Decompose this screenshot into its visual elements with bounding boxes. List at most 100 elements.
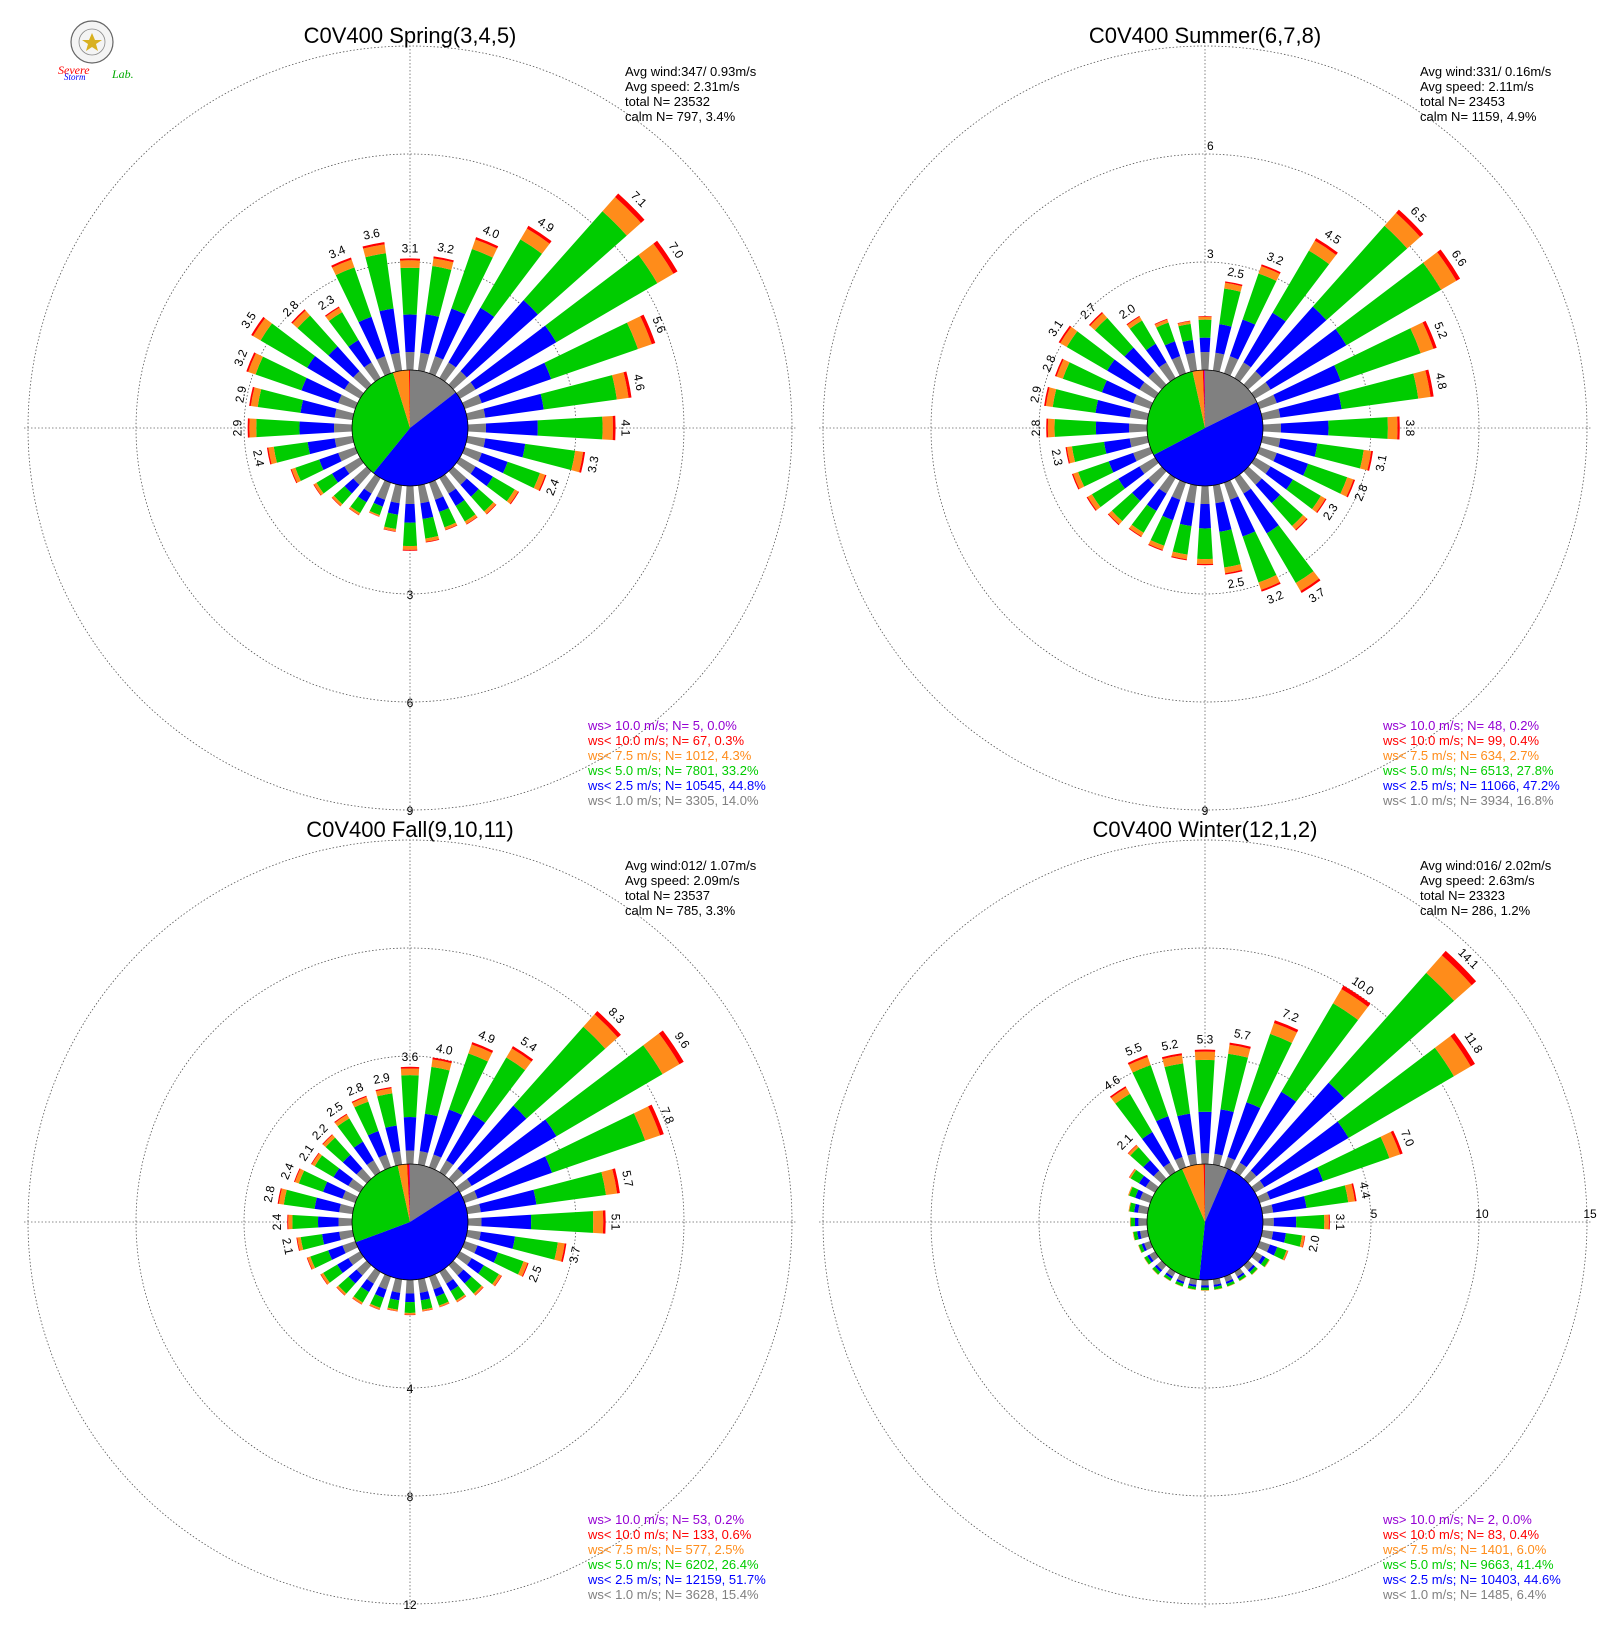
bar-segment-calm: [348, 1251, 364, 1266]
bar-segment-calm: [448, 371, 467, 390]
pie-slice: [355, 1190, 469, 1281]
bar-segment: [518, 1261, 528, 1277]
bar-segment: [1154, 1264, 1163, 1273]
bar-segment: [293, 1168, 301, 1183]
bar-segment: [390, 1291, 401, 1301]
bar-segment: [1198, 316, 1212, 320]
pie-outline: [351, 369, 469, 487]
bar-segment-calm: [428, 480, 444, 500]
bar-label: 5.1: [609, 1214, 623, 1231]
pie-slice: [1204, 370, 1205, 428]
range-label: 8: [407, 1490, 414, 1504]
bar-segment: [1215, 324, 1232, 355]
bar-segment: [328, 346, 360, 378]
bar-segment: [1134, 1203, 1140, 1213]
bar-segment: [379, 308, 400, 355]
bar-segment-calm: [1251, 457, 1271, 474]
bar-label: 2.4: [250, 449, 267, 468]
bar-segment: [374, 1286, 387, 1298]
bar-segment-calm: [1223, 1156, 1236, 1170]
bar-segment: [475, 1287, 484, 1296]
bar-segment: [300, 400, 337, 418]
bar-segment-calm: [462, 446, 482, 462]
bar-segment: [1225, 569, 1243, 575]
bar-label: 4.0: [481, 222, 502, 241]
legend-entry: ws> 10.0 m/s; N= 53, 0.2%: [587, 1512, 745, 1527]
bar-segment: [1273, 1020, 1299, 1033]
bar-segment-calm: [456, 1251, 472, 1266]
bar-segment: [1047, 418, 1055, 438]
range-label: 5: [1371, 1207, 1378, 1221]
bar-segment-calm: [462, 1190, 478, 1204]
bar-segment: [1150, 515, 1174, 546]
bar-segment: [444, 522, 458, 530]
pie-slice: [410, 370, 456, 428]
bar-segment: [420, 314, 440, 355]
bar-label: 5.7: [1233, 1026, 1252, 1043]
bar-segment: [1087, 494, 1101, 511]
bar-segment: [333, 1168, 354, 1186]
bar-segment: [1227, 1283, 1235, 1287]
bar-label: 5.6: [649, 314, 668, 335]
bar-segment: [399, 258, 421, 261]
bar-segment: [292, 1215, 319, 1229]
bar-segment: [1213, 1283, 1222, 1287]
bar-segment: [601, 1169, 618, 1195]
bar-segment-calm: [376, 480, 392, 500]
bar-segment: [323, 1264, 343, 1283]
bar-segment: [349, 506, 361, 515]
bar-segment: [1314, 443, 1364, 469]
bar-label: 3.7: [566, 1245, 583, 1264]
bar-segment: [520, 228, 550, 254]
bar-segment: [1129, 1202, 1136, 1213]
bar-segment-calm: [467, 1217, 482, 1227]
panel-title: C0V400 Summer(6,7,8): [1089, 23, 1321, 48]
bar-segment: [1177, 321, 1191, 327]
bar-segment: [325, 307, 343, 321]
bar-segment: [384, 512, 399, 529]
bar-segment: [1161, 1053, 1183, 1060]
bar-segment-calm: [1185, 484, 1198, 504]
bar-segment-calm: [1223, 356, 1239, 376]
bar-segment: [404, 503, 416, 523]
pie-slice: [1205, 370, 1257, 428]
bar-segment: [1271, 1231, 1286, 1243]
bar-segment-calm: [1243, 466, 1262, 485]
bar-segment: [1264, 1259, 1270, 1268]
bar-segment: [592, 1210, 604, 1234]
bar-segment: [439, 1302, 450, 1308]
bar-segment: [1147, 1254, 1154, 1263]
bar-segment: [1164, 1063, 1191, 1117]
bar-segment: [1312, 225, 1408, 321]
bar-segment: [561, 1243, 567, 1262]
bar-segment-calm: [342, 1190, 358, 1204]
bar-segment: [633, 1106, 661, 1141]
bar-segment: [658, 1030, 684, 1065]
bar-segment: [1314, 238, 1338, 255]
bar-segment: [1066, 446, 1076, 464]
bar-segment: [402, 545, 418, 550]
bar-segment: [377, 1093, 397, 1128]
bar-segment: [353, 1141, 374, 1166]
bar-segment-calm: [448, 1168, 464, 1184]
bar-label: 3.4: [327, 242, 348, 261]
bar-segment: [612, 1168, 620, 1194]
bar-segment: [336, 1287, 345, 1296]
bar-segment: [448, 488, 465, 507]
bar-segment: [404, 1314, 416, 1316]
bar-segment: [1265, 466, 1293, 490]
bar-segment-calm: [405, 485, 415, 505]
bar-segment: [1425, 369, 1434, 397]
legend-entry: ws< 5.0 m/s; N= 7801, 33.2%: [587, 763, 759, 778]
bar-segment: [1066, 331, 1115, 371]
bar-segment: [533, 1171, 607, 1205]
bar-segment: [1434, 1036, 1471, 1077]
bar-segment-calm: [428, 1154, 442, 1170]
bar-segment: [295, 459, 324, 482]
bar-segment-calm: [344, 382, 364, 399]
bar-segment: [350, 496, 367, 514]
pie-slice: [1199, 1168, 1263, 1280]
bar-label: 4.9: [476, 1027, 497, 1046]
bar-segment-calm: [1139, 1191, 1153, 1204]
